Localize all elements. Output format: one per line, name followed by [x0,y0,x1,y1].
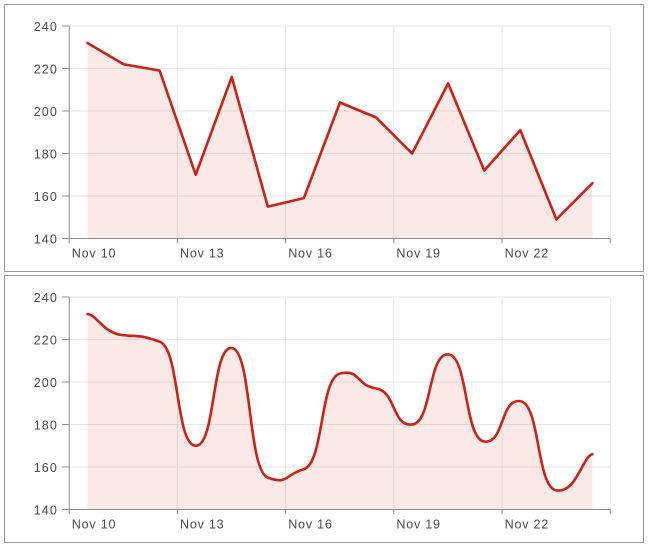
svg-text:240: 240 [34,20,58,34]
svg-text:200: 200 [34,105,58,119]
svg-text:Nov 19: Nov 19 [396,517,440,531]
svg-text:140: 140 [34,233,58,247]
svg-text:200: 200 [34,376,58,390]
svg-text:160: 160 [34,461,58,475]
svg-text:220: 220 [34,63,58,77]
svg-text:Nov 22: Nov 22 [505,247,549,261]
svg-text:220: 220 [34,333,58,347]
svg-text:180: 180 [34,148,58,162]
svg-text:Nov 13: Nov 13 [180,517,224,531]
svg-text:140: 140 [34,503,58,517]
svg-text:Nov 10: Nov 10 [72,517,116,531]
svg-text:240: 240 [34,291,58,305]
svg-text:160: 160 [34,190,58,204]
svg-text:Nov 10: Nov 10 [72,247,116,261]
svg-text:Nov 13: Nov 13 [180,247,224,261]
svg-text:Nov 16: Nov 16 [288,247,332,261]
svg-text:Nov 16: Nov 16 [288,517,332,531]
svg-text:Nov 22: Nov 22 [505,517,549,531]
svg-text:180: 180 [34,418,58,432]
svg-text:Nov 19: Nov 19 [396,247,440,261]
